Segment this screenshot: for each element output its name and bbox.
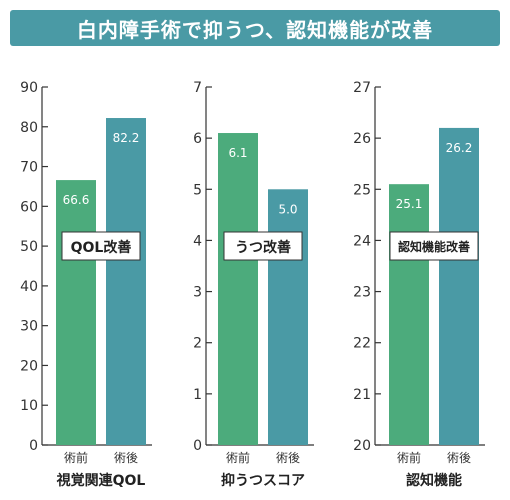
y-tick-label: 27	[353, 80, 371, 96]
category-label: 術後	[276, 451, 300, 465]
y-tick-label: 5	[193, 182, 202, 198]
y-tick-label: 7	[193, 80, 202, 96]
y-tick-label: 2	[193, 336, 202, 352]
y-tick-label: 10	[20, 398, 38, 414]
page-title: 白内障手術で抑うつ、認知機能が改善	[10, 10, 500, 46]
y-tick-label: 25	[353, 182, 371, 198]
annotation-label: うつ改善	[235, 239, 291, 256]
y-tick-label: 70	[20, 160, 38, 176]
bar-value-label: 66.6	[63, 193, 90, 207]
y-tick-label: 40	[20, 279, 38, 295]
y-tick-label: 20	[353, 438, 371, 454]
y-tick-label: 4	[193, 233, 202, 249]
annotation-box	[223, 231, 303, 261]
y-tick-label: 24	[353, 233, 371, 249]
y-tick-label: 20	[20, 358, 38, 374]
y-tick-label: 0	[193, 438, 202, 454]
y-tick-label: 26	[353, 131, 371, 147]
y-tick-label: 90	[20, 80, 38, 96]
bar	[56, 180, 96, 445]
bar	[439, 127, 479, 446]
chart-title: 視覚関連QOL	[56, 472, 146, 489]
bar	[218, 133, 258, 445]
bar	[389, 184, 429, 445]
y-tick-label: 3	[193, 285, 202, 301]
annotation-box	[61, 231, 141, 261]
bar-value-label: 25.1	[396, 197, 423, 211]
category-label: 術後	[447, 451, 471, 465]
bar-value-label: 82.2	[113, 131, 140, 145]
category-label: 術後	[114, 451, 138, 465]
y-tick-label: 22	[353, 336, 371, 352]
bar-value-label: 5.0	[278, 202, 297, 216]
category-label: 術前	[226, 450, 250, 465]
y-tick-label: 1	[193, 387, 202, 403]
annotation-label: QOL改善	[71, 239, 132, 256]
category-label: 術前	[64, 450, 88, 465]
y-tick-label: 30	[20, 319, 38, 335]
y-tick-label: 60	[20, 199, 38, 215]
category-label: 術前	[397, 450, 421, 465]
y-tick-label: 80	[20, 120, 38, 136]
annotation-label: 認知機能改善	[398, 239, 470, 254]
y-tick-label: 23	[353, 285, 371, 301]
y-tick-label: 21	[353, 387, 371, 403]
y-tick-label: 6	[193, 131, 202, 147]
chart-title: 認知機能	[406, 472, 462, 489]
y-tick-label: 50	[20, 239, 38, 255]
bar-value-label: 6.1	[228, 146, 247, 160]
bar	[106, 118, 146, 445]
bar	[268, 189, 308, 445]
y-tick-label: 0	[29, 438, 38, 454]
bar-value-label: 26.2	[446, 141, 473, 155]
chart-title: 抑うつスコア	[221, 472, 305, 489]
annotation-box	[389, 231, 479, 261]
